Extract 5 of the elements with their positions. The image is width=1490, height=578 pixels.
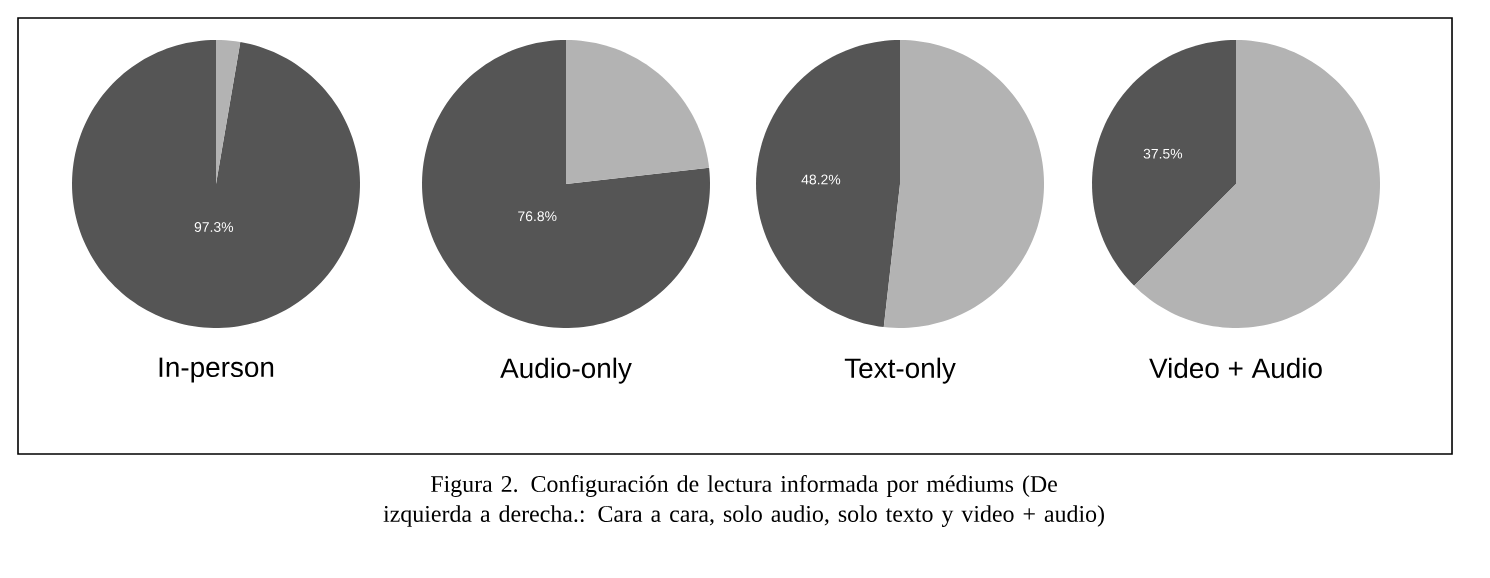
text: In-person: [159, 357, 274, 383]
text: Text-only: [844, 357, 956, 384]
text: Video + Audio: [1149, 357, 1322, 379]
text: Audio-only: [500, 357, 632, 384]
text: Figura 2. Configuración de lectura informada por médiums (De izquierda a derecha.: Cara a cara, solo audio, solo texto y video + audio): [383, 475, 1104, 527]
